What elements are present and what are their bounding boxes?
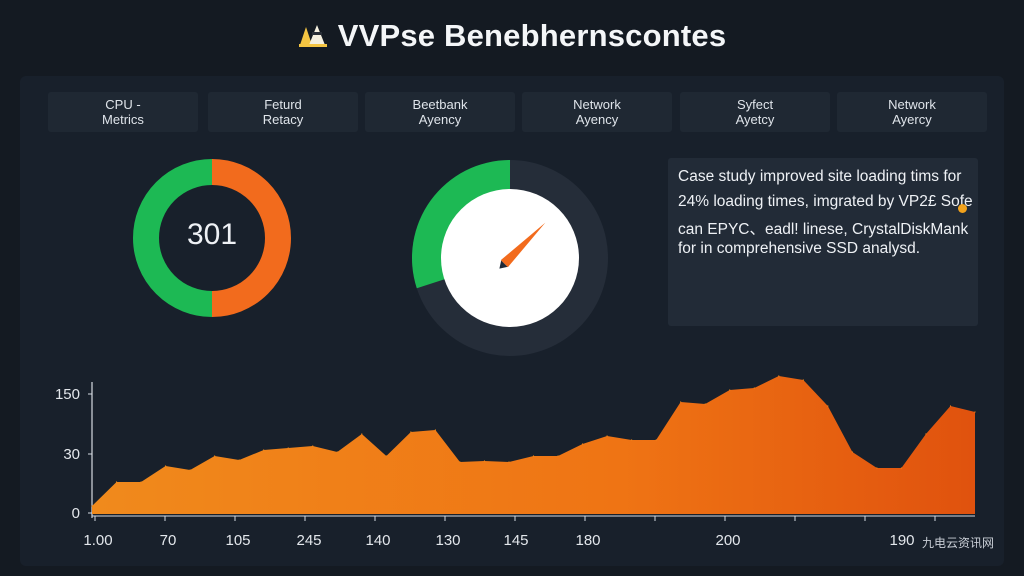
gauge-needle xyxy=(500,222,546,268)
tab-label: Ayency xyxy=(418,112,462,127)
data-point xyxy=(557,455,559,457)
data-point xyxy=(434,429,436,431)
tab-label: Network xyxy=(888,97,936,112)
x-tick-label: 130 xyxy=(435,532,460,549)
data-point xyxy=(385,455,387,457)
x-tick-label: 200 xyxy=(715,532,740,549)
case-study-line: for in comprehensive SSD analysd. xyxy=(678,240,921,257)
tab-network-ayercy[interactable]: Network Ayercy xyxy=(837,92,987,132)
area-chart: 150 30 01.00 70 105 245 140 130 145 180 200 190 xyxy=(55,375,976,549)
data-point xyxy=(287,447,289,449)
data-point xyxy=(164,465,167,467)
warning-cones-icon xyxy=(298,25,327,47)
data-point xyxy=(483,460,486,462)
data-point xyxy=(753,387,755,389)
tab-beetbank-ayency[interactable]: Beetbank Ayency xyxy=(365,92,515,132)
tab-label: Beetbank xyxy=(412,97,468,112)
y-tick-label: 30 xyxy=(63,446,80,463)
y-tick-label: 150 xyxy=(55,386,80,403)
donut-chart xyxy=(133,159,291,317)
case-study-line: Case study improved site loading tims fo… xyxy=(678,168,962,185)
page-title: VVPse Benebhernscontes xyxy=(337,18,727,53)
data-point xyxy=(802,379,804,381)
x-tick-label: 140 xyxy=(365,532,390,549)
x-tick-label: 245 xyxy=(296,532,321,549)
x-tick-label: 180 xyxy=(575,532,600,549)
data-point xyxy=(704,403,706,405)
speedometer-icon xyxy=(412,160,608,356)
data-point xyxy=(631,439,633,441)
tab-label: Retacy xyxy=(262,112,304,127)
data-point xyxy=(91,505,93,507)
watermark: 九电云资讯网 xyxy=(922,536,995,550)
data-point xyxy=(238,459,240,461)
data-point xyxy=(900,467,903,469)
tab-network-ayency[interactable]: Network Ayency xyxy=(522,92,672,132)
x-tick-label: 105 xyxy=(225,532,250,549)
donut-segment-green xyxy=(133,159,213,317)
data-point xyxy=(949,405,952,407)
header: VVPse Benebhernscontes xyxy=(0,18,1024,54)
donut-value: 301 xyxy=(186,218,238,251)
tab-label: Ayetcy xyxy=(735,112,775,127)
area-series xyxy=(92,376,975,514)
data-point xyxy=(655,439,657,441)
data-point xyxy=(827,405,829,407)
data-point xyxy=(974,411,976,413)
tab-label: Feturd xyxy=(264,97,302,112)
tab-label: Network xyxy=(573,97,621,112)
data-point xyxy=(680,401,682,403)
data-point xyxy=(851,451,853,453)
data-point xyxy=(410,431,412,433)
status-dot xyxy=(958,204,967,213)
x-tick-label: 70 xyxy=(160,532,177,549)
data-point xyxy=(140,481,142,483)
tab-label: Syfect xyxy=(736,97,774,112)
tab-label: Metrics xyxy=(102,112,144,127)
data-point xyxy=(876,467,878,469)
tab-syfect-ayetcy[interactable]: Syfect Ayetcy xyxy=(680,92,830,132)
case-study-line: can EPYC、eadl! linese, CrystalDiskMank xyxy=(678,221,969,238)
tab-feturd-retacy[interactable]: Feturd Retacy xyxy=(208,92,358,132)
data-point xyxy=(336,451,338,453)
data-point xyxy=(729,389,731,391)
tab-cpu-metrics[interactable]: CPU - Metrics xyxy=(48,92,198,132)
tab-label: Ayency xyxy=(575,112,619,127)
tab-label: CPU - xyxy=(105,97,141,112)
x-tick-label: 145 xyxy=(503,532,528,549)
data-point xyxy=(508,461,510,463)
data-point xyxy=(532,455,535,457)
data-point xyxy=(189,469,191,471)
data-point xyxy=(115,481,118,483)
data-point xyxy=(925,433,927,435)
x-tick-label: 1.00 xyxy=(83,532,112,549)
data-point xyxy=(214,455,216,457)
data-point xyxy=(361,433,363,435)
data-point xyxy=(778,375,780,377)
data-point xyxy=(606,435,608,437)
data-point xyxy=(459,461,461,463)
data-point xyxy=(263,449,265,451)
data-point xyxy=(581,443,584,445)
gauge-needle-tail xyxy=(499,260,508,269)
case-study-line: 24% loading times, imgrated by VP2£ Sofe xyxy=(678,193,973,210)
tab-label: Ayercy xyxy=(892,112,932,127)
case-study-card: Case study improved site loading tims fo… xyxy=(668,158,978,326)
data-point xyxy=(312,445,314,447)
y-tick-label: 0 xyxy=(72,505,80,522)
x-tick-label: 190 xyxy=(889,532,914,549)
donut-segment-orange xyxy=(211,159,291,317)
